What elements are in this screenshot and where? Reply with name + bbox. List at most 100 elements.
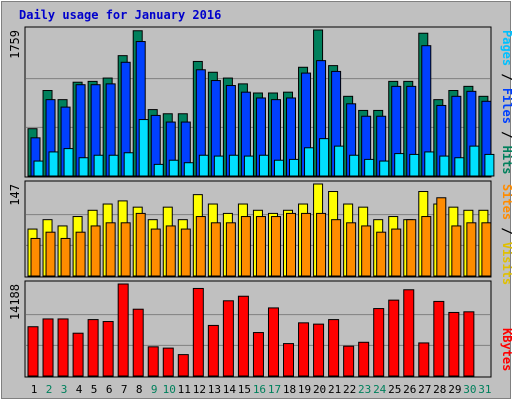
bar-sites-day-28 — [436, 197, 447, 277]
legend-part-top-0: Pages — [500, 30, 512, 66]
day-labels: 1 2 3 4 5 6 7 8 9 10 11 12 13 14 15 16 17 18 19 20 21 22 23 24 2… — [31, 383, 492, 396]
bar-pages-day-7 — [123, 152, 134, 177]
bar-pages-day-16 — [258, 154, 269, 177]
day-label-17: 17 — [268, 383, 281, 396]
day-label-27: 27 — [418, 383, 431, 396]
bar-sites-day-4 — [75, 231, 86, 277]
bar-pages-day-27 — [424, 151, 435, 177]
legend-part-middle-1: / — [500, 220, 512, 242]
bar-pages-day-2 — [48, 151, 59, 177]
bar-pages-day-15 — [243, 155, 254, 177]
bar-sites-day-30 — [466, 222, 477, 277]
bar-pages-day-21 — [334, 145, 345, 177]
bar-kbytes-day-17 — [267, 307, 279, 377]
bar-pages-day-24 — [379, 160, 390, 177]
bar-pages-day-1 — [33, 160, 44, 177]
day-label-20: 20 — [313, 383, 326, 396]
bar-kbytes-day-30 — [463, 311, 475, 377]
bar-kbytes-day-21 — [328, 319, 340, 377]
day-label-14: 14 — [223, 383, 237, 396]
bar-kbytes-day-1 — [27, 326, 39, 377]
max-label-kbytes: 14188 — [8, 284, 22, 320]
bar-pages-day-13 — [213, 155, 224, 177]
day-label-29: 29 — [448, 383, 461, 396]
day-label-26: 26 — [403, 383, 416, 396]
bar-sites-day-21 — [331, 219, 342, 277]
bar-sites-day-15 — [240, 216, 251, 277]
day-label-25: 25 — [388, 383, 401, 396]
legend-pages-files-hits: Pages / Files / Hits — [500, 30, 512, 175]
bar-kbytes-day-24 — [373, 308, 385, 377]
bar-pages-day-14 — [228, 154, 239, 177]
legend-part-top-4: Hits — [500, 146, 512, 175]
bar-kbytes-day-23 — [358, 341, 370, 377]
legend-sites-visits: Sites / Visits — [500, 184, 512, 285]
max-label-hits: 1759 — [8, 30, 22, 59]
bar-sites-day-12 — [195, 216, 206, 277]
bar-sites-day-9 — [150, 228, 161, 277]
legend-part-top-3: / — [500, 124, 512, 146]
day-label-4: 4 — [76, 383, 83, 396]
bar-pages-day-10 — [168, 159, 179, 177]
bar-pages-day-9 — [153, 163, 164, 177]
bar-sites-day-13 — [210, 222, 221, 277]
bar-pages-day-4 — [78, 157, 89, 177]
day-label-10: 10 — [163, 383, 176, 396]
day-label-19: 19 — [298, 383, 311, 396]
day-label-8: 8 — [136, 383, 143, 396]
bar-kbytes-day-13 — [207, 324, 219, 377]
day-label-1: 1 — [31, 383, 38, 396]
bar-kbytes-day-6 — [102, 321, 114, 377]
bar-kbytes-day-19 — [298, 322, 310, 377]
bar-sites-day-22 — [346, 222, 357, 277]
bar-pages-day-25 — [394, 153, 405, 177]
bar-pages-day-8 — [138, 119, 149, 177]
bar-kbytes-day-10 — [162, 347, 174, 377]
day-label-13: 13 — [208, 383, 221, 396]
bar-sites-day-18 — [286, 212, 297, 277]
bar-kbytes-day-16 — [252, 332, 264, 377]
day-label-2: 2 — [46, 383, 53, 396]
bar-sites-day-10 — [165, 225, 176, 277]
day-label-18: 18 — [283, 383, 296, 396]
bar-kbytes-day-14 — [222, 300, 234, 377]
bar-pages-day-6 — [108, 154, 119, 177]
bar-kbytes-day-26 — [403, 289, 415, 377]
bar-pages-day-18 — [289, 158, 300, 177]
bar-sites-day-7 — [120, 222, 131, 277]
bar-kbytes-day-8 — [132, 308, 144, 377]
bar-sites-day-8 — [135, 212, 146, 277]
bar-sites-day-5 — [90, 225, 101, 277]
bar-pages-day-31 — [484, 153, 495, 177]
bar-pages-day-20 — [319, 138, 330, 177]
bar-sites-day-6 — [105, 222, 116, 277]
day-label-23: 23 — [358, 383, 371, 396]
legend-part-top-2: Files — [500, 88, 512, 124]
bar-sites-day-26 — [406, 219, 417, 277]
bar-sites-day-19 — [301, 212, 312, 277]
day-label-31: 31 — [478, 383, 491, 396]
bar-pages-day-23 — [364, 158, 375, 177]
bar-kbytes-day-20 — [313, 323, 325, 377]
bar-kbytes-day-18 — [283, 343, 295, 377]
legend-part-top-1: / — [500, 66, 512, 88]
bar-sites-day-3 — [60, 237, 71, 277]
bar-kbytes-day-2 — [42, 318, 54, 377]
bar-pages-day-28 — [439, 155, 450, 177]
bar-sites-day-11 — [180, 228, 191, 277]
legend-part-middle-0: Sites — [500, 184, 512, 220]
bar-kbytes-day-28 — [433, 300, 445, 377]
day-label-12: 12 — [193, 383, 206, 396]
bar-sites-day-1 — [30, 237, 41, 277]
day-label-21: 21 — [328, 383, 341, 396]
bar-kbytes-day-5 — [87, 319, 99, 377]
bar-pages-day-17 — [273, 159, 284, 177]
day-label-16: 16 — [253, 383, 266, 396]
bar-pages-day-30 — [469, 145, 480, 177]
chart-title: Daily usage for January 2016 — [19, 8, 221, 22]
day-label-30: 30 — [463, 383, 476, 396]
bar-pages-day-11 — [183, 162, 194, 177]
bar-pages-day-19 — [304, 147, 315, 177]
day-label-11: 11 — [178, 383, 191, 396]
